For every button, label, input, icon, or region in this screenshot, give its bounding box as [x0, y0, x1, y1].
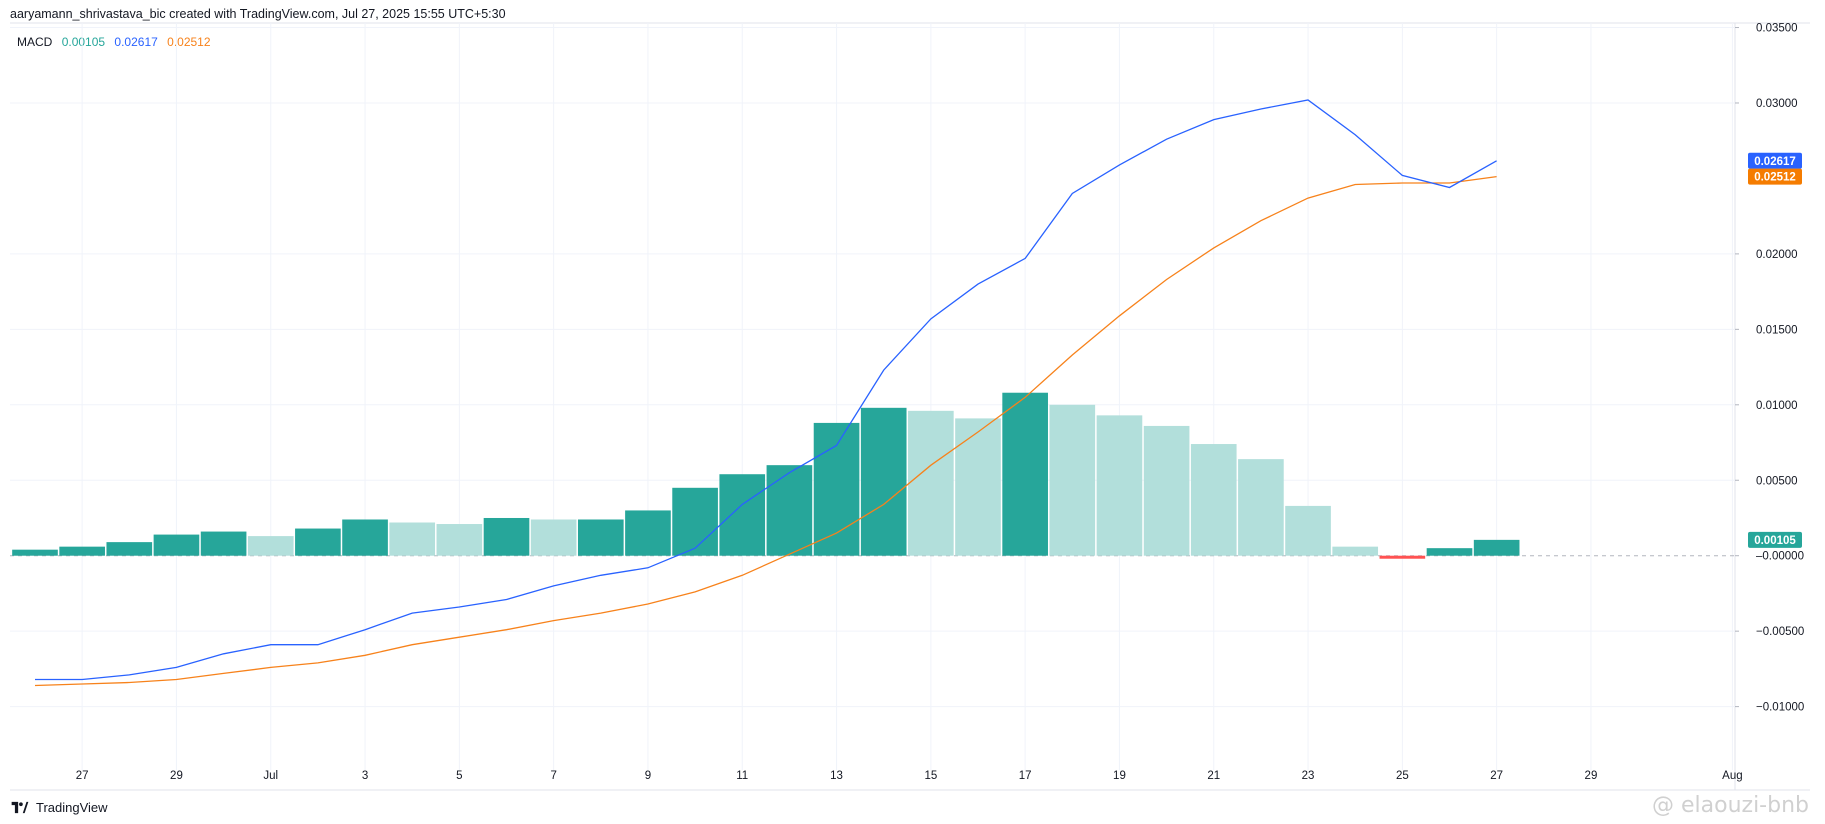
- histogram-bar: [530, 519, 577, 556]
- x-tick-label: 5: [456, 770, 462, 782]
- histogram-bar: [577, 519, 624, 556]
- histogram-bar: [1190, 444, 1237, 556]
- histogram-bar: [625, 510, 671, 556]
- histogram-bar: [813, 422, 860, 556]
- histogram-bar: [1049, 404, 1096, 556]
- grid-layer: [10, 22, 1810, 791]
- chart-header: aaryamann_shrivastava_bic created with T…: [10, 7, 506, 21]
- tradingview-logo-icon: [11, 801, 29, 814]
- price-badge-label: 0.02617: [1754, 156, 1796, 168]
- y-tick-label: −0.00500: [1756, 626, 1804, 638]
- indicator-legend[interactable]: MACD 0.00105 0.02617 0.02512: [17, 35, 217, 49]
- legend-signal-value: 0.02512: [167, 35, 211, 49]
- lines-layer: [34, 99, 1497, 687]
- histogram-layer: [12, 392, 1520, 559]
- x-tick-label: 27: [1490, 770, 1503, 782]
- macd-line: [35, 99, 1497, 681]
- histogram-bar: [1379, 555, 1426, 559]
- x-tick-label: 23: [1302, 770, 1315, 782]
- y-tick-label: 0.01500: [1756, 324, 1798, 336]
- histogram-bar: [955, 418, 1001, 556]
- y-tick-label: –0.00000: [1756, 551, 1804, 563]
- price-badge-layer: 0.02617 0.02512 0.00105: [1748, 152, 1802, 548]
- x-tick-label: 27: [76, 770, 89, 782]
- histogram-bar: [860, 407, 907, 556]
- price-badge: [1748, 152, 1802, 169]
- histogram-bar: [153, 534, 200, 556]
- legend-indicator-name: MACD: [17, 35, 53, 49]
- x-tick-label: Aug: [1722, 770, 1742, 782]
- histogram-bar: [1143, 425, 1190, 556]
- x-tick-label: 15: [924, 770, 937, 782]
- legend-histogram-value: 0.00105: [61, 35, 106, 49]
- price-badge-label: 0.00105: [1754, 535, 1796, 547]
- histogram-bar: [200, 531, 247, 556]
- watermark: @ elaouzi-bnb: [1652, 793, 1809, 818]
- brand-label: TradingView: [36, 800, 108, 815]
- x-tick-label: 7: [550, 770, 556, 782]
- x-tick-label: 3: [362, 770, 368, 782]
- y-tick-label: 0.00500: [1756, 475, 1798, 487]
- x-tick-label: 29: [1585, 770, 1598, 782]
- histogram-bar: [1096, 415, 1143, 556]
- tradingview-brand[interactable]: TradingView: [9, 800, 108, 815]
- histogram-bar: [106, 542, 153, 556]
- price-badge: [1748, 531, 1802, 548]
- histogram-bar: [483, 517, 530, 556]
- histogram-bar: [247, 536, 294, 556]
- histogram-bar: [719, 474, 766, 556]
- axis-layer: 0.03500 0.03000 0.02000 0.01500 0.01000 0.005…: [76, 23, 1805, 782]
- y-tick-label: 0.01000: [1756, 400, 1798, 412]
- histogram-bar: [672, 487, 718, 556]
- x-tick-label: Jul: [263, 770, 278, 782]
- y-tick-label: −0.01000: [1756, 702, 1804, 714]
- histogram-bar: [908, 410, 954, 556]
- price-badge: [1748, 168, 1802, 185]
- y-tick-label: 0.03500: [1756, 23, 1798, 35]
- x-tick-label: 13: [830, 770, 843, 782]
- legend-macd-value: 0.02617: [114, 35, 158, 49]
- x-tick-label: 17: [1019, 770, 1032, 782]
- histogram-bar: [1285, 505, 1331, 556]
- x-tick-label: 29: [170, 770, 183, 782]
- histogram-bar: [59, 546, 105, 556]
- histogram-bar: [436, 524, 483, 556]
- y-tick-label: 0.03000: [1756, 98, 1798, 110]
- x-tick-label: 21: [1207, 770, 1220, 782]
- y-tick-label: 0.02000: [1756, 249, 1798, 261]
- x-tick-label: 19: [1113, 770, 1126, 782]
- histogram-bar: [1002, 392, 1048, 556]
- histogram-bar: [342, 519, 388, 556]
- histogram-bar: [1426, 548, 1473, 556]
- x-tick-label: 11: [736, 770, 748, 782]
- histogram-bar: [1332, 546, 1379, 556]
- histogram-bar: [295, 528, 341, 556]
- price-badge-label: 0.02512: [1754, 172, 1796, 184]
- x-tick-label: 9: [645, 770, 651, 782]
- histogram-bar: [766, 465, 813, 556]
- x-tick-label: 25: [1396, 770, 1409, 782]
- histogram-bar: [12, 549, 58, 556]
- histogram-bar: [1473, 539, 1520, 556]
- histogram-bar: [389, 522, 436, 556]
- signal-line: [34, 175, 1497, 687]
- histogram-bar: [1238, 459, 1284, 556]
